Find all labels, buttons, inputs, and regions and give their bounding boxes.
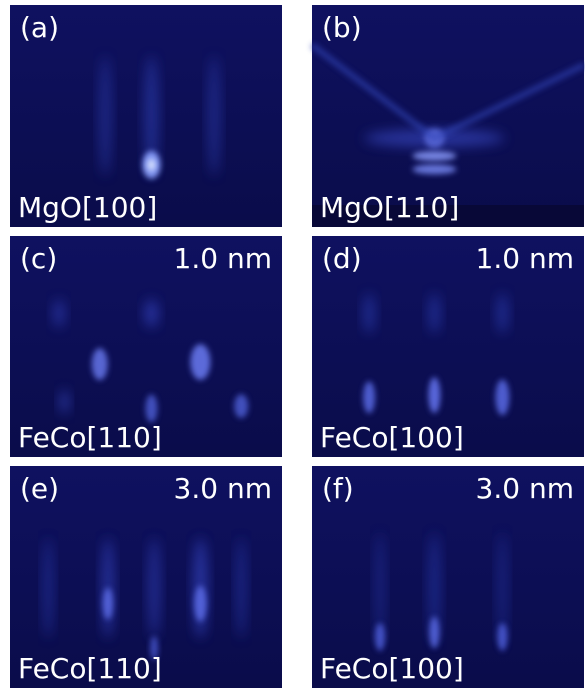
diffraction-spot: [59, 390, 69, 414]
rheed-panel: (b) MgO[110]: [312, 5, 584, 227]
film-thickness: 1.0 nm: [476, 242, 574, 275]
diffraction-spot: [236, 538, 246, 638]
crystal-direction: FeCo[100]: [320, 652, 464, 685]
diffraction-spot: [412, 164, 456, 174]
diffraction-spot: [103, 588, 113, 620]
diffraction-spot: [92, 348, 108, 380]
diffraction-spot: [208, 56, 220, 176]
film-thickness: 3.0 nm: [476, 472, 574, 505]
panel-label: (f): [322, 472, 354, 505]
diffraction-spot: [144, 299, 158, 327]
figure: (a) MgO[100] (b) MgO[110] (c) FeCo[110] 1.0 nm…: [0, 0, 585, 688]
diffraction-spot: [190, 344, 210, 380]
film-thickness: 1.0 nm: [174, 242, 272, 275]
film-thickness: 3.0 nm: [174, 472, 272, 505]
crystal-direction: FeCo[110]: [18, 652, 162, 685]
diffraction-spot: [234, 394, 248, 418]
diffraction-spot: [363, 381, 375, 413]
diffraction-spot: [496, 293, 508, 333]
panel-label: (a): [20, 11, 59, 44]
diffraction-spot: [363, 293, 375, 333]
diffraction-spot: [412, 151, 456, 161]
diffraction-spot: [99, 56, 111, 176]
diffraction-spot: [375, 623, 385, 651]
diffraction-spot: [428, 293, 440, 333]
diffraction-spot: [497, 623, 507, 651]
crystal-direction: MgO[100]: [18, 191, 157, 224]
diffraction-spot: [148, 538, 160, 638]
diffraction-spot: [53, 299, 65, 327]
diffraction-spot: [43, 538, 53, 638]
panel-label: (d): [322, 242, 362, 275]
panel-label: (c): [20, 242, 57, 275]
panel-label: (b): [322, 11, 362, 44]
rheed-panel: (a) MgO[100]: [10, 5, 282, 227]
diffraction-spot: [147, 159, 155, 171]
crystal-direction: FeCo[100]: [320, 421, 464, 454]
diffraction-spot: [194, 586, 206, 622]
rheed-panel: (c) FeCo[110] 1.0 nm: [10, 236, 282, 457]
crystal-direction: MgO[110]: [320, 191, 459, 224]
rheed-panel: (d) FeCo[100] 1.0 nm: [312, 236, 584, 457]
diffraction-spot: [145, 394, 157, 422]
diffraction-spot: [428, 377, 440, 413]
panel-label: (e): [20, 472, 59, 505]
diffraction-spot: [429, 617, 439, 649]
rheed-panel: (e) FeCo[110] 3.0 nm: [10, 466, 282, 688]
diffraction-spot: [495, 379, 509, 415]
crystal-direction: FeCo[110]: [18, 421, 162, 454]
rheed-panel: (f) FeCo[100] 3.0 nm: [312, 466, 584, 688]
